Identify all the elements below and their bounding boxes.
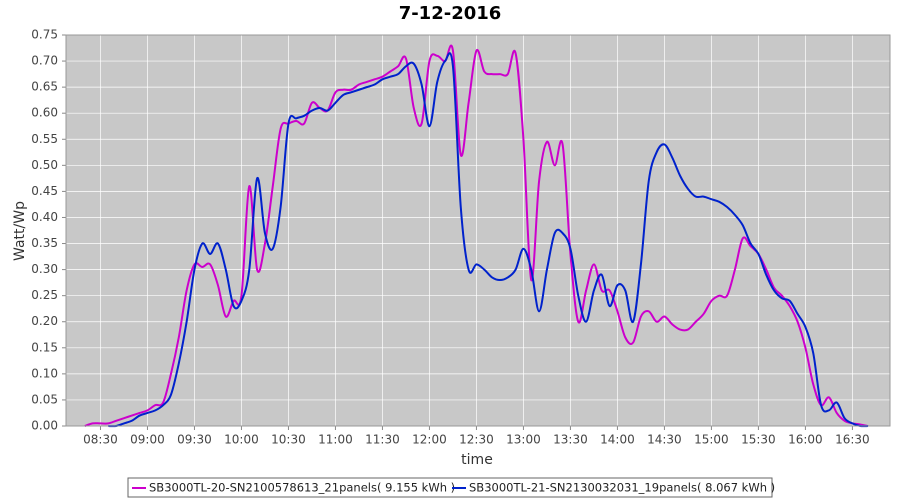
chart-title: 7-12-2016 <box>399 3 502 24</box>
y-tick-label: 0.70 <box>31 54 58 68</box>
plot-area <box>66 35 890 426</box>
y-tick-label: 0.60 <box>31 106 58 120</box>
x-tick-label: 10:30 <box>271 433 306 447</box>
y-axis-label: Watt/Wp <box>12 201 28 261</box>
series-line <box>108 52 869 428</box>
x-tick-label: 15:30 <box>741 433 776 447</box>
y-tick-label: 0.55 <box>31 132 58 146</box>
x-tick-label: 13:30 <box>553 433 588 447</box>
plot-border <box>65 34 891 427</box>
x-axis-label: time <box>461 452 493 468</box>
x-tick-label: 14:00 <box>600 433 635 447</box>
y-tick-label: 0.35 <box>31 236 58 250</box>
y-tick-label: 0.45 <box>31 184 58 198</box>
y-tick-label: 0.05 <box>31 392 58 406</box>
x-tick-label: 13:00 <box>506 433 541 447</box>
x-tick-label: 11:30 <box>365 433 400 447</box>
x-tick-label: 11:00 <box>318 433 353 447</box>
x-tick-label: 15:00 <box>694 433 729 447</box>
y-tick-label: 0.30 <box>31 262 58 276</box>
y-tick-label: 0.10 <box>31 366 58 380</box>
y-tick-label: 0.65 <box>31 80 58 94</box>
y-tick-label: 0.50 <box>31 158 58 172</box>
series-line <box>84 44 869 427</box>
y-tick-label: 0.20 <box>31 314 58 328</box>
legend-label: SB3000TL-21-SN2130032031_19panels( 8.067… <box>469 481 775 495</box>
y-tick-label: 0.75 <box>31 28 58 42</box>
x-tick-label: 09:00 <box>130 433 165 447</box>
x-tick-label: 16:30 <box>835 433 870 447</box>
legend <box>127 477 773 498</box>
x-tick-label: 09:30 <box>177 433 212 447</box>
y-tick-label: 0.00 <box>31 419 58 433</box>
x-tick-label: 10:00 <box>224 433 259 447</box>
y-tick-label: 0.25 <box>31 288 58 302</box>
x-tick-label: 12:00 <box>412 433 447 447</box>
y-tick-label: 0.15 <box>31 340 58 354</box>
x-tick-label: 14:30 <box>647 433 682 447</box>
legend-label: SB3000TL-20-SN2100578613_21panels( 9.155… <box>149 481 455 495</box>
y-tick-label: 0.40 <box>31 210 58 224</box>
x-tick-label: 12:30 <box>459 433 494 447</box>
x-tick-label: 16:00 <box>788 433 823 447</box>
x-tick-label: 08:30 <box>83 433 118 447</box>
